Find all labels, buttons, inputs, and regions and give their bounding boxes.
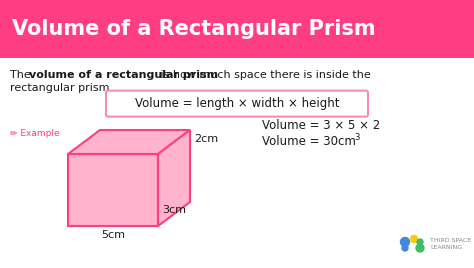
Circle shape [402, 245, 408, 251]
Text: 3cm: 3cm [162, 205, 186, 215]
Text: THIRD SPACE
LEARNING: THIRD SPACE LEARNING [430, 238, 471, 250]
Text: volume of a rectangular prism: volume of a rectangular prism [29, 70, 218, 80]
Polygon shape [68, 130, 190, 154]
Text: rectangular prism.: rectangular prism. [10, 83, 113, 93]
Bar [0, 0, 474, 58]
Text: is how much space there is inside the: is how much space there is inside the [157, 70, 371, 80]
Text: 3: 3 [354, 133, 359, 142]
FancyBboxPatch shape [106, 91, 368, 117]
Polygon shape [158, 130, 190, 226]
Text: Volume = length × width × height: Volume = length × width × height [135, 97, 339, 110]
Text: 5cm: 5cm [101, 230, 125, 240]
Circle shape [417, 239, 423, 245]
Text: ✏ Example: ✏ Example [10, 129, 60, 138]
Circle shape [410, 236, 418, 243]
Circle shape [401, 237, 410, 247]
Text: Volume = 30cm: Volume = 30cm [262, 135, 356, 148]
Text: Volume of a Rectangular Prism: Volume of a Rectangular Prism [12, 19, 375, 39]
Text: Volume = 3 × 5 × 2: Volume = 3 × 5 × 2 [262, 119, 380, 132]
Circle shape [416, 244, 424, 252]
Text: The: The [10, 70, 34, 80]
Text: 2cm: 2cm [194, 134, 218, 144]
Polygon shape [68, 154, 158, 226]
